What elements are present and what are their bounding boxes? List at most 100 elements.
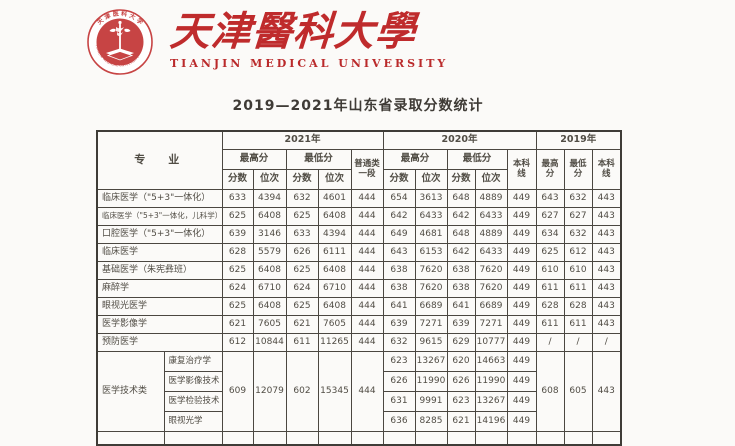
score-cell: 625 <box>221 207 254 226</box>
score-cell: 4681 <box>414 225 448 244</box>
score-cell: 443 <box>591 351 622 432</box>
score-cell: 6408 <box>252 207 287 226</box>
score-cell: 620 <box>446 351 476 372</box>
score-cell: 444 <box>350 225 384 244</box>
score-cell: 443 <box>591 279 622 298</box>
score-cell: 625 <box>285 207 319 226</box>
score-cell: 7271 <box>414 315 448 334</box>
score-cell: 639 <box>382 315 416 334</box>
year-header-2019: 2019年 <box>535 130 622 150</box>
benke-line-header-2020: 本科线 <box>506 149 537 190</box>
score-cell: 11990 <box>414 371 448 392</box>
score-cell: 6408 <box>317 261 352 280</box>
score-cell: 625 <box>285 297 319 316</box>
major-sub-label: 医学影像技术 <box>163 371 223 392</box>
score-cell <box>382 431 416 446</box>
score-cell: 6408 <box>252 261 287 280</box>
table-row: 医学影像技术 626 11990 626 11990 449 <box>97 371 621 392</box>
rank-header: 位次 <box>414 169 448 190</box>
score-cell: 449 <box>506 207 537 226</box>
score-cell: 7620 <box>414 279 448 298</box>
score-cell: 638 <box>382 279 416 298</box>
regular-tier-header: 普通类一段 <box>350 149 384 190</box>
year-header-2020: 2020年 <box>382 130 537 150</box>
rank-header: 位次 <box>317 169 352 190</box>
score-cell <box>446 431 476 446</box>
score-cell: 626 <box>382 371 416 392</box>
score-cell: 10777 <box>474 333 508 352</box>
major-label: 基础医学（朱宪彝班） <box>96 261 223 280</box>
score-cell: 443 <box>591 225 622 244</box>
major-sub-label: 康复治疗学 <box>163 351 223 372</box>
table-row: 眼视光学 636 8285 621 14196 449 <box>97 411 621 432</box>
score-cell: 643 <box>535 189 565 208</box>
score-cell: 633 <box>221 189 254 208</box>
score-cell: 611 <box>563 279 593 298</box>
table-row: 口腔医学（"5+3"一体化） 639 3146 633 4394 444 649 4681 64… <box>96 225 622 244</box>
score-cell: 7620 <box>474 279 508 298</box>
score-cell: 449 <box>506 315 537 334</box>
score-cell: 4601 <box>317 189 352 208</box>
score-cell: 449 <box>506 261 537 280</box>
table-body: 临床医学（"5+3"一体化） 633 4394 632 4601 444 654 3613 64… <box>96 189 622 446</box>
score-cell: 626 <box>446 371 476 392</box>
table-row: 基础医学（朱宪彝班） 625 6408 625 6408 444 638 7620 638 762… <box>96 261 622 280</box>
score-cell: 12079 <box>252 351 287 432</box>
score-cell: 443 <box>591 189 622 208</box>
major-label: 麻醉学 <box>96 279 223 298</box>
score-cell: 6111 <box>317 243 352 262</box>
score-cell: 6153 <box>414 243 448 262</box>
major-group-label: 医学技术类 <box>96 351 165 432</box>
score-cell: 444 <box>350 279 384 298</box>
score-cell: 624 <box>221 279 254 298</box>
table-row: 临床医学（"5+3"一体化） 633 4394 632 4601 444 654 3613 64… <box>96 189 622 208</box>
score-cell: 449 <box>506 279 537 298</box>
score-cell: 608 <box>535 351 565 432</box>
major-label: 口腔医学（"5+3"一体化） <box>96 225 223 244</box>
score-cell: 641 <box>446 297 476 316</box>
score-cell: 632 <box>563 189 593 208</box>
score-cell: 8285 <box>414 411 448 432</box>
table-row: 医学检验技术 631 9991 623 13267 449 <box>97 391 621 412</box>
score-cell: 632 <box>563 225 593 244</box>
score-cell: 610 <box>563 261 593 280</box>
major-sub-label <box>163 431 223 446</box>
score-cell: 3146 <box>252 225 287 244</box>
score-cell: 628 <box>535 297 565 316</box>
score-cell: 626 <box>285 243 319 262</box>
score-cell: 14663 <box>474 351 508 372</box>
score-cell: 449 <box>506 189 537 208</box>
score-cell: 628 <box>563 297 593 316</box>
major-label: 临床医学 <box>96 243 223 262</box>
score-cell: 641 <box>382 297 416 316</box>
table-row: 医学影像学 621 7605 621 7605 444 639 7271 639 7271 449 6… <box>96 315 622 334</box>
score-cell <box>221 431 254 446</box>
score-cell: 638 <box>446 261 476 280</box>
score-header: 分数 <box>285 169 319 190</box>
score-cell: 444 <box>350 207 384 226</box>
score-cell: 7605 <box>317 315 352 334</box>
score-cell: 642 <box>446 243 476 262</box>
score-cell: 13267 <box>474 391 508 412</box>
score-cell: 15345 <box>317 351 352 432</box>
score-cell: 612 <box>563 243 593 262</box>
score-cell: 444 <box>350 351 384 432</box>
score-cell: 6408 <box>317 297 352 316</box>
score-header: 分数 <box>446 169 476 190</box>
score-cell: 627 <box>535 207 565 226</box>
rank-header: 位次 <box>252 169 287 190</box>
score-cell: 4889 <box>474 225 508 244</box>
score-cell: 631 <box>382 391 416 412</box>
score-cell: 4394 <box>317 225 352 244</box>
score-cell: 611 <box>535 315 565 334</box>
table-row: 医学技术类 康复治疗学 609 12079 602 15345 444 623 13267 620… <box>96 351 622 432</box>
score-cell: 623 <box>446 391 476 412</box>
score-cell: 7605 <box>252 315 287 334</box>
major-label: 眼视光医学 <box>96 297 223 316</box>
major-column-header: 专 业 <box>96 130 223 190</box>
score-cell: 9991 <box>414 391 448 412</box>
score-cell: 449 <box>506 391 537 412</box>
score-cell: 625 <box>221 261 254 280</box>
university-name-en: TIANJIN MEDICAL UNIVERSITY <box>170 57 449 70</box>
score-table: 专 业 2021年 2020年 2019年 最高分 最低分 普通类一段 最高分 … <box>96 130 622 446</box>
